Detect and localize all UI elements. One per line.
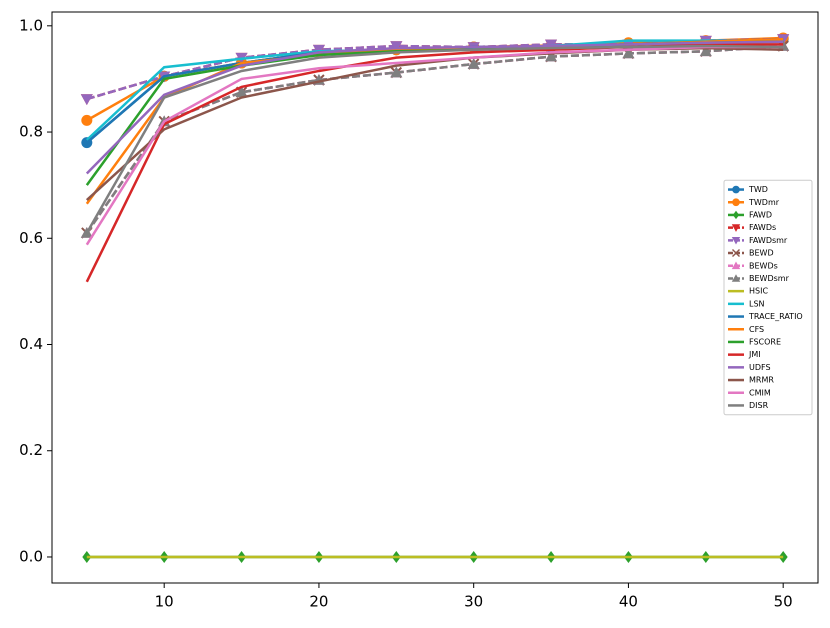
legend-label: TWD bbox=[748, 185, 768, 194]
marker bbox=[732, 210, 740, 220]
marker bbox=[732, 249, 740, 258]
y-tick-label: 0.8 bbox=[19, 123, 43, 141]
legend-label: LSN bbox=[749, 299, 765, 308]
y-tick-label: 0.6 bbox=[19, 229, 43, 247]
legend-label: HSIC bbox=[749, 287, 768, 296]
marker bbox=[732, 185, 740, 194]
x-tick-label: 10 bbox=[155, 593, 174, 611]
legend-label: DISR bbox=[749, 401, 769, 410]
legend-label: MRMR bbox=[749, 376, 774, 385]
legend-label: TWDmr bbox=[748, 198, 780, 207]
legend: TWD TWDmr FAWD FAWDs FAWDsmr BEWD BEWDs BEWDsmr… bbox=[723, 179, 813, 416]
marker bbox=[467, 58, 480, 69]
marker bbox=[731, 274, 741, 282]
legend-box bbox=[723, 179, 813, 416]
legend-label: FSCORE bbox=[749, 337, 781, 346]
series-line bbox=[85, 40, 784, 175]
legend-label: UDFS bbox=[749, 363, 771, 372]
marker bbox=[235, 86, 248, 98]
marker bbox=[622, 47, 635, 59]
series-line bbox=[85, 45, 784, 246]
y-tick-label: 1.0 bbox=[19, 16, 43, 34]
legend-label: TRACE_RATIO bbox=[748, 312, 803, 321]
legend-label: BEWD bbox=[749, 249, 774, 258]
marker bbox=[731, 261, 741, 270]
legend-label: BEWDsmr bbox=[749, 274, 790, 283]
legend-label: JMI bbox=[748, 350, 761, 359]
legend-label: FAWDsmr bbox=[749, 236, 788, 245]
y-tick-label: 0.4 bbox=[19, 335, 43, 353]
x-tick-label: 40 bbox=[619, 593, 638, 611]
marker bbox=[545, 50, 558, 62]
marker bbox=[731, 236, 741, 245]
marker bbox=[731, 224, 741, 232]
marker bbox=[80, 94, 93, 106]
legend-label: CFS bbox=[749, 325, 764, 334]
series-line bbox=[85, 44, 784, 234]
x-tick-label: 20 bbox=[309, 593, 328, 611]
marker bbox=[732, 198, 740, 207]
marker bbox=[390, 66, 403, 78]
series-line bbox=[85, 43, 784, 283]
legend-label: CMIM bbox=[749, 388, 771, 397]
y-tick-label: 0.2 bbox=[19, 441, 43, 459]
x-tick-label: 30 bbox=[464, 593, 483, 611]
plot-frame bbox=[51, 11, 819, 584]
y-tick-label: 0.0 bbox=[19, 547, 43, 565]
marker bbox=[81, 114, 93, 126]
marker bbox=[390, 41, 403, 52]
legend-label: BEWDs bbox=[749, 261, 778, 270]
legend-label: FAWD bbox=[749, 210, 772, 219]
x-tick-label: 50 bbox=[774, 593, 793, 611]
marker bbox=[699, 45, 712, 57]
legend-label: FAWDs bbox=[749, 223, 776, 232]
